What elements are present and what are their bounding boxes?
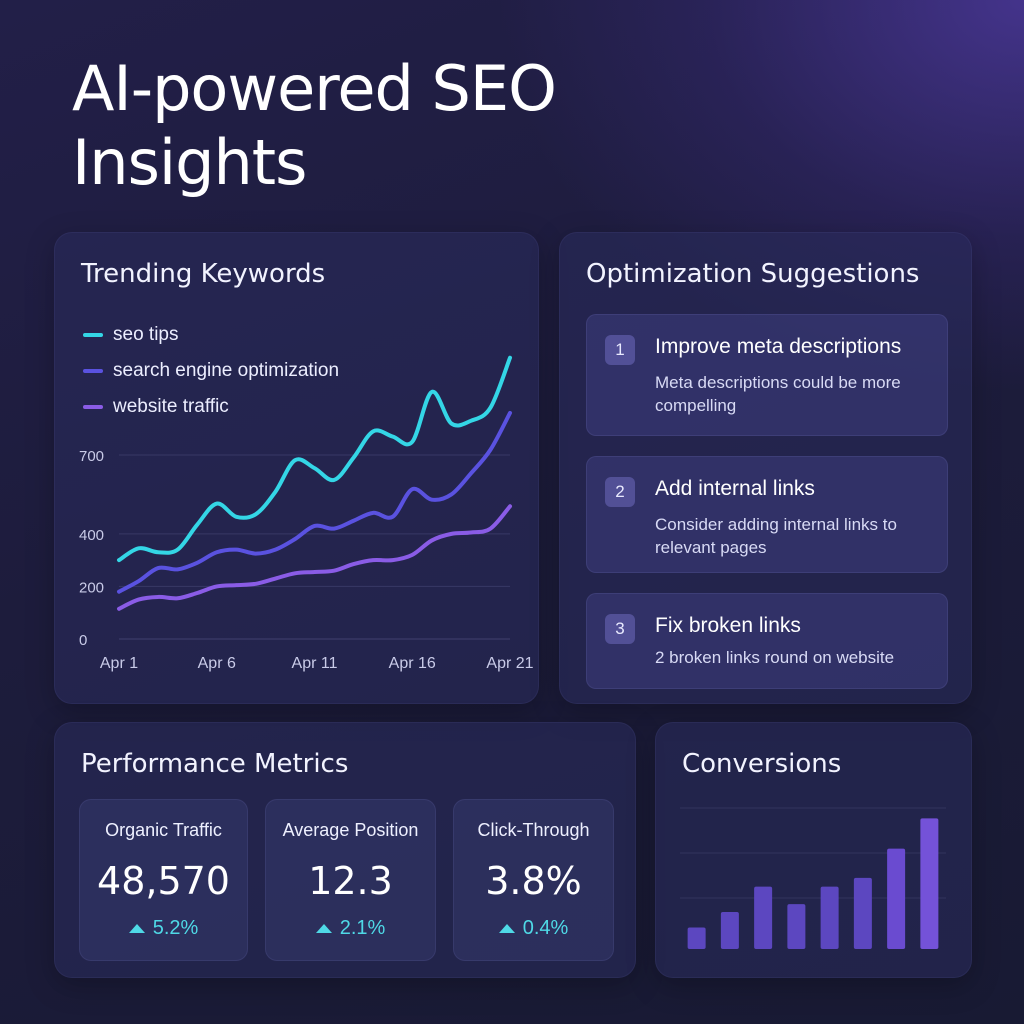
metric-label: Click-Through	[477, 820, 590, 840]
legend-label: search engine optimization	[113, 360, 340, 381]
metric-change: 0.4%	[454, 917, 613, 940]
optimization-suggestions-card: Optimization Suggestions 1 Improve meta …	[559, 232, 972, 704]
x-tick-label: Apr 1	[100, 655, 138, 672]
suggestion-description: Meta descriptions could be more compelli…	[655, 373, 901, 415]
x-tick-label: Apr 6	[198, 655, 236, 672]
metric-change-value: 2.1%	[339, 917, 386, 939]
series-line-search-engine-optimization[interactable]	[117, 410, 512, 594]
conversions-title: Conversions	[682, 749, 842, 779]
performance-metrics-card: Performance Metrics Organic Traffic 48,5…	[54, 722, 636, 978]
legend-label: website traffic	[113, 396, 229, 417]
trending-keywords-chart: 0 200 400 700 Apr 1 Apr 6 Apr 11 Apr 16 Apr 21	[79, 355, 534, 672]
performance-metrics-title: Performance Metrics	[81, 749, 349, 779]
trending-keywords-card: 0 200 400 700 Apr 1 Apr 6 Apr 11 Apr 16 Apr 21 T…	[54, 232, 539, 704]
conversion-bar[interactable]	[720, 911, 739, 949]
trend-up-icon	[315, 924, 332, 933]
conversions-chart	[680, 807, 946, 949]
metric-tile-organic-traffic[interactable]: Organic Traffic 48,570 5.2%	[79, 799, 248, 961]
metric-value: 48,570	[97, 859, 230, 903]
legend-item[interactable]: website traffic	[83, 389, 339, 425]
conversion-bar[interactable]	[920, 818, 939, 949]
suggestion-number-badge: 2	[605, 477, 635, 507]
suggestion-item[interactable]: 3 Fix broken links 2 broken links round …	[586, 593, 948, 689]
conversion-bar[interactable]	[853, 877, 872, 949]
conversions-card: Conversions	[655, 722, 972, 978]
x-tick-label: Apr 16	[389, 655, 436, 672]
suggestion-description: 2 broken links round on website	[655, 648, 895, 667]
suggestion-title: Improve meta descriptions	[655, 335, 902, 358]
metric-change: 5.2%	[80, 917, 247, 940]
conversion-bar[interactable]	[787, 904, 806, 949]
x-tick-label: Apr 21	[486, 655, 533, 672]
y-tick-label: 700	[79, 448, 104, 465]
trend-up-icon	[128, 924, 145, 933]
suggestion-item[interactable]: 1 Improve meta descriptions Meta descrip…	[586, 314, 948, 436]
conversion-bar[interactable]	[820, 886, 839, 949]
suggestion-number-badge: 1	[605, 335, 635, 365]
metric-value: 3.8%	[485, 859, 582, 903]
metric-tile-average-position[interactable]: Average Position 12.3 2.1%	[265, 799, 436, 961]
legend-swatch	[83, 405, 103, 409]
trending-keywords-title: Trending Keywords	[81, 259, 326, 289]
page-title: AI-powered SEO Insights	[72, 52, 557, 199]
conversion-bar[interactable]	[887, 848, 906, 949]
metric-change-value: 0.4%	[522, 917, 569, 939]
trend-up-icon	[498, 924, 515, 933]
conversion-bar[interactable]	[754, 886, 773, 949]
suggestion-item[interactable]: 2 Add internal links Consider adding int…	[586, 456, 948, 573]
chart-legend: seo tips search engine optimization webs…	[83, 317, 339, 425]
legend-item[interactable]: search engine optimization	[83, 353, 339, 389]
legend-swatch	[83, 369, 103, 373]
y-tick-label: 200	[79, 579, 104, 596]
x-tick-label: Apr 11	[292, 655, 338, 672]
suggestion-title: Add internal links	[655, 477, 815, 500]
conversion-bar[interactable]	[687, 927, 706, 949]
legend-swatch	[83, 333, 103, 337]
metric-change-value: 5.2%	[152, 917, 199, 939]
metric-tile-click-through[interactable]: Click-Through 3.8% 0.4%	[453, 799, 614, 961]
suggestion-description: Consider adding internal links to releva…	[655, 515, 897, 557]
metric-label: Organic Traffic	[105, 820, 222, 840]
suggestion-title: Fix broken links	[655, 614, 801, 637]
metric-value: 12.3	[308, 859, 393, 903]
metric-change: 2.1%	[266, 917, 435, 940]
legend-label: seo tips	[113, 324, 179, 345]
optimization-suggestions-title: Optimization Suggestions	[586, 259, 920, 289]
y-tick-label: 0	[79, 632, 87, 649]
y-tick-label: 400	[79, 527, 104, 544]
series-line-website-traffic[interactable]	[117, 504, 512, 611]
metric-label: Average Position	[282, 820, 419, 840]
suggestion-number-badge: 3	[605, 614, 635, 644]
legend-item[interactable]: seo tips	[83, 317, 339, 353]
series-line-seo-tips[interactable]	[117, 355, 512, 563]
